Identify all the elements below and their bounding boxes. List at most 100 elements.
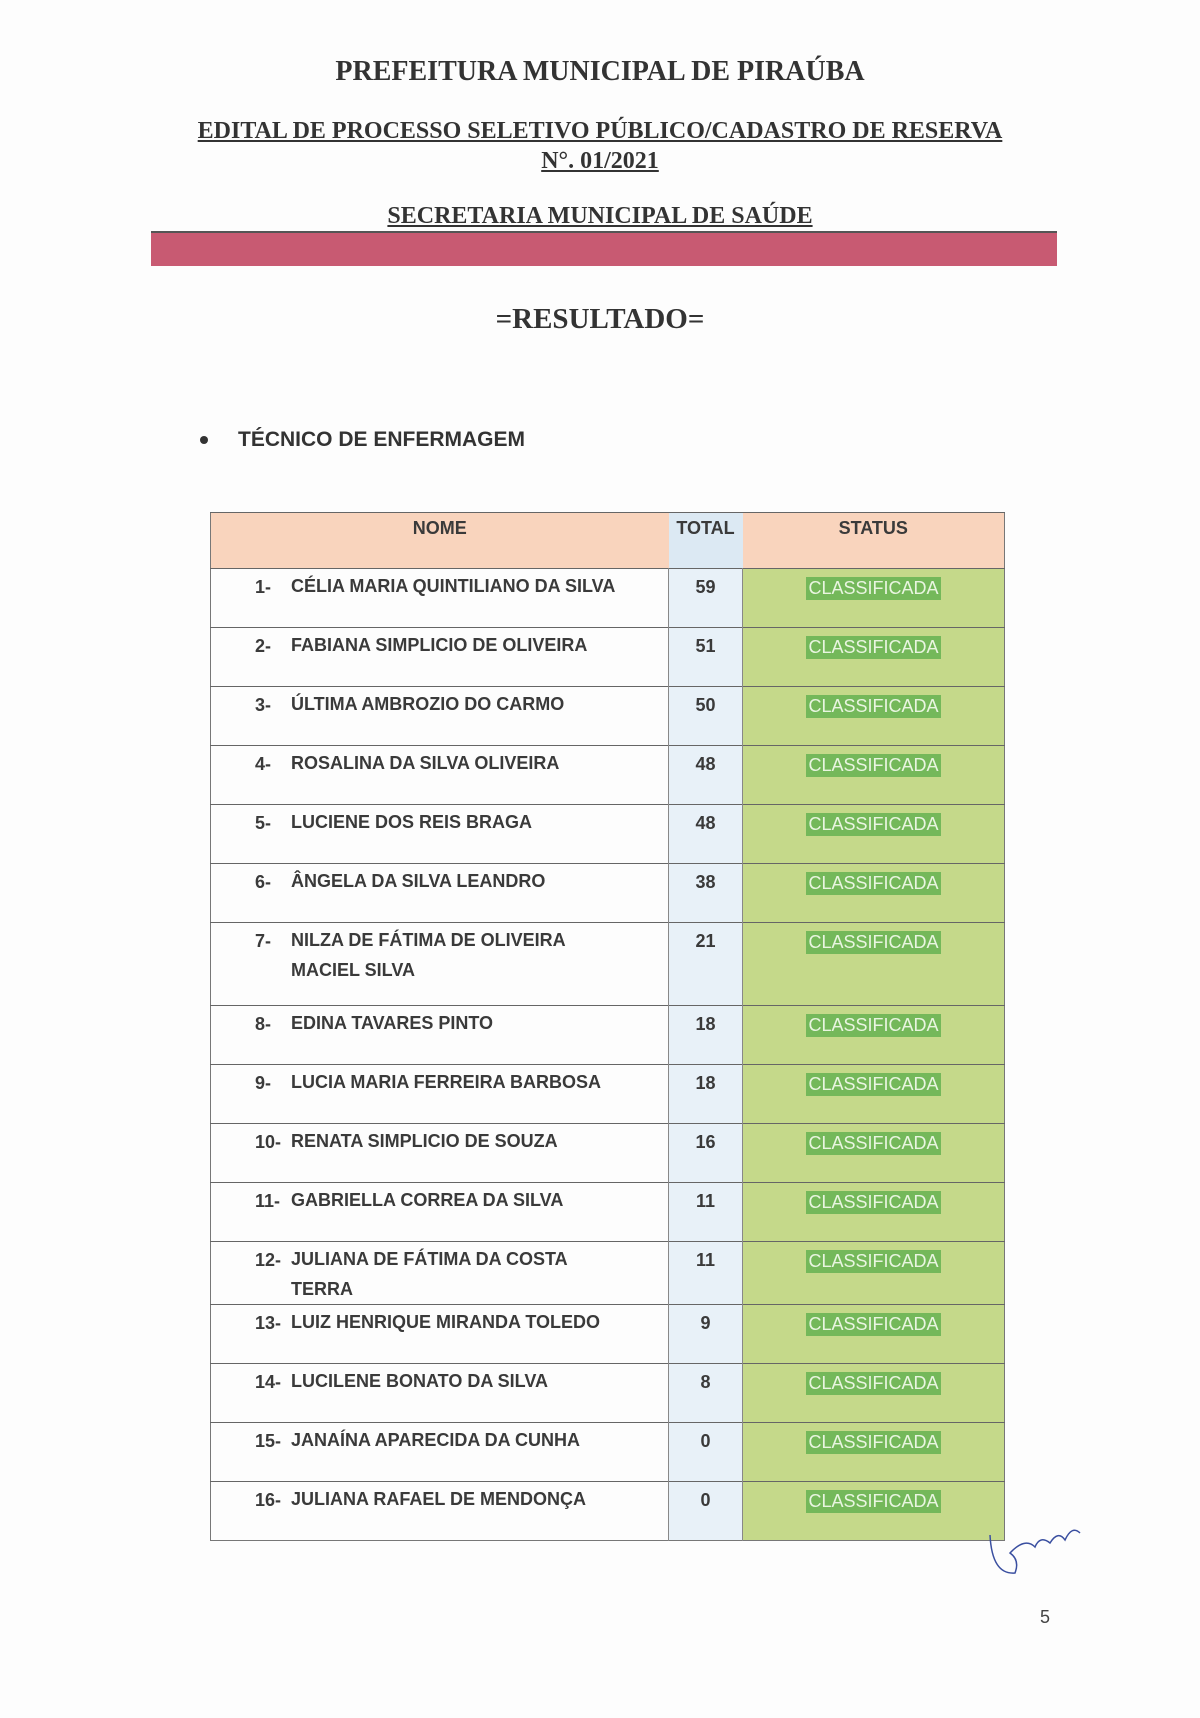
rank: 10- (255, 1132, 282, 1152)
rank: 15- (255, 1431, 282, 1451)
table-row: 7- NILZA DE FÁTIMA DE OLIVEIRA MACIEL SIL… (210, 922, 1005, 1006)
status-cell: CLASSIFICADA (742, 1123, 1005, 1183)
table-row: 13- LUIZ HENRIQUE MIRANDA TOLEDO 9 CLASSIFI… (210, 1304, 1005, 1364)
candidate-name: FABIANA SIMPLICIO DE OLIVEIRA (291, 635, 588, 655)
table-row: 8- EDINA TAVARES PINTO 18 CLASSIFICADA (210, 1005, 1005, 1065)
banner-bar (151, 231, 1057, 266)
results-table: NOME TOTAL STATUS 1- CÉLIA MARIA QUINTILI… (210, 512, 1005, 1541)
resultado-heading: =RESULTADO= (495, 303, 705, 335)
status-cell: CLASSIFICADA (742, 745, 1005, 805)
signature (989, 1529, 1081, 1574)
bullet-icon (200, 436, 208, 445)
status-badge: CLASSIFICADA (806, 1431, 941, 1454)
status-cell: CLASSIFICADA (742, 922, 1005, 1006)
status-badge: CLASSIFICADA (806, 1132, 941, 1155)
candidate-name: LUCIA MARIA FERREIRA BARBOSA (291, 1072, 601, 1092)
rank: 3- (255, 695, 272, 715)
name-cell: 6- ÂNGELA DA SILVA LEANDRO (210, 863, 669, 923)
status-badge: CLASSIFICADA (806, 931, 941, 954)
candidate-name: NILZA DE FÁTIMA DE OLIVEIRA MACIEL SILVA (291, 930, 565, 980)
name-cell: 3- ÚLTIMA AMBROZIO DO CARMO (210, 686, 669, 746)
page-number: 5 (1040, 1607, 1051, 1627)
total-cell: 59 (668, 568, 743, 628)
edital-title: EDITAL DE PROCESSO SELETIVO PÚBLICO/CADA… (197, 118, 1003, 144)
name-cell: 10- RENATA SIMPLICIO DE SOUZA (210, 1123, 669, 1183)
total-cell: 38 (668, 863, 743, 923)
name-cell: 2- FABIANA SIMPLICIO DE OLIVEIRA (210, 627, 669, 687)
table-row: 15- JANAÍNA APARECIDA DA CUNHA 0 CLASSIFICA… (210, 1422, 1005, 1482)
candidate-name: RENATA SIMPLICIO DE SOUZA (291, 1131, 558, 1151)
name-cell: 5- LUCIENE DOS REIS BRAGA (210, 804, 669, 864)
rank: 6- (255, 872, 272, 892)
rank: 11- (255, 1191, 281, 1211)
status-cell: CLASSIFICADA (742, 1064, 1005, 1124)
status-cell: CLASSIFICADA (742, 568, 1005, 628)
candidate-name: CÉLIA MARIA QUINTILIANO DA SILVA (291, 576, 616, 596)
status-badge: CLASSIFICADA (806, 636, 941, 659)
rank: 2- (255, 636, 272, 656)
total-cell: 18 (668, 1005, 743, 1065)
rank: 14- (255, 1372, 282, 1392)
candidate-name: LUCILENE BONATO DA SILVA (291, 1371, 549, 1391)
status-cell: CLASSIFICADA (742, 1182, 1005, 1242)
status-cell: CLASSIFICADA (742, 1241, 1005, 1305)
name-cell: 16- JULIANA RAFAEL DE MENDONÇA (210, 1481, 669, 1541)
status-badge: CLASSIFICADA (806, 1191, 941, 1214)
total-cell: 9 (668, 1304, 743, 1364)
candidate-name: ROSALINA DA SILVA OLIVEIRA (291, 753, 560, 773)
table-row: 6- ÂNGELA DA SILVA LEANDRO 38 CLASSIFICADA (210, 863, 1005, 923)
total-cell: 0 (668, 1481, 743, 1541)
table-row: 9- LUCIA MARIA FERREIRA BARBOSA 18 CLASSIFI… (210, 1064, 1005, 1124)
candidate-name: ÚLTIMA AMBROZIO DO CARMO (291, 694, 565, 714)
name-cell: 1- CÉLIA MARIA QUINTILIANO DA SILVA (210, 568, 669, 628)
rank: 8- (255, 1014, 272, 1034)
candidate-name: EDINA TAVARES PINTO (291, 1013, 494, 1033)
table-row: 12- JULIANA DE FÁTIMA DA COSTA TERRA 11 CLA… (210, 1241, 1005, 1305)
table-row: 2- FABIANA SIMPLICIO DE OLIVEIRA 51 CLASSIF… (210, 627, 1005, 687)
rank: 13- (255, 1313, 282, 1333)
rank: 9- (255, 1073, 272, 1093)
status-cell: CLASSIFICADA (742, 1422, 1005, 1482)
total-cell: 18 (668, 1064, 743, 1124)
header-total: TOTAL (668, 512, 743, 569)
candidate-name: LUIZ HENRIQUE MIRANDA TOLEDO (291, 1312, 600, 1332)
status-badge: CLASSIFICADA (806, 754, 941, 777)
table-row: 3- ÚLTIMA AMBROZIO DO CARMO 50 CLASSIFICADA (210, 686, 1005, 746)
total-cell: 50 (668, 686, 743, 746)
status-cell: CLASSIFICADA (742, 627, 1005, 687)
status-badge: CLASSIFICADA (806, 1250, 941, 1273)
total-cell: 8 (668, 1363, 743, 1423)
section-label: TÉCNICO DE ENFERMAGEM (238, 428, 526, 451)
candidate-name: LUCIENE DOS REIS BRAGA (291, 812, 533, 832)
rank: 7- (255, 931, 272, 951)
section-heading: TÉCNICO DE ENFERMAGEM (200, 428, 525, 452)
rank: 1- (255, 577, 272, 597)
name-cell: 9- LUCIA MARIA FERREIRA BARBOSA (210, 1064, 669, 1124)
status-badge: CLASSIFICADA (806, 1014, 941, 1037)
candidate-name: JANAÍNA APARECIDA DA CUNHA (291, 1430, 581, 1450)
total-cell: 48 (668, 745, 743, 805)
candidate-name: JULIANA DE FÁTIMA DA COSTA TERRA (291, 1249, 567, 1299)
status-badge: CLASSIFICADA (806, 872, 941, 895)
total-cell: 16 (668, 1123, 743, 1183)
candidate-name: JULIANA RAFAEL DE MENDONÇA (291, 1489, 587, 1509)
status-cell: CLASSIFICADA (742, 863, 1005, 923)
status-cell: CLASSIFICADA (742, 686, 1005, 746)
status-cell: CLASSIFICADA (742, 1304, 1005, 1364)
rank: 16- (255, 1490, 282, 1510)
header-nome: NOME (210, 512, 669, 569)
name-cell: 8- EDINA TAVARES PINTO (210, 1005, 669, 1065)
total-cell: 51 (668, 627, 743, 687)
name-cell: 12- JULIANA DE FÁTIMA DA COSTA TERRA (210, 1241, 669, 1305)
total-cell: 0 (668, 1422, 743, 1482)
status-badge: CLASSIFICADA (806, 1372, 941, 1395)
name-cell: 13- LUIZ HENRIQUE MIRANDA TOLEDO (210, 1304, 669, 1364)
name-cell: 11- GABRIELLA CORREA DA SILVA (210, 1182, 669, 1242)
table-row: 11- GABRIELLA CORREA DA SILVA 11 CLASSIFICA… (210, 1182, 1005, 1242)
rank: 4- (255, 754, 272, 774)
edital-number: N°. 01/2021 (541, 148, 659, 174)
status-badge: CLASSIFICADA (806, 1073, 941, 1096)
status-badge: CLASSIFICADA (806, 577, 941, 600)
name-cell: 7- NILZA DE FÁTIMA DE OLIVEIRA MACIEL SIL… (210, 922, 669, 1006)
status-cell: CLASSIFICADA (742, 1363, 1005, 1423)
